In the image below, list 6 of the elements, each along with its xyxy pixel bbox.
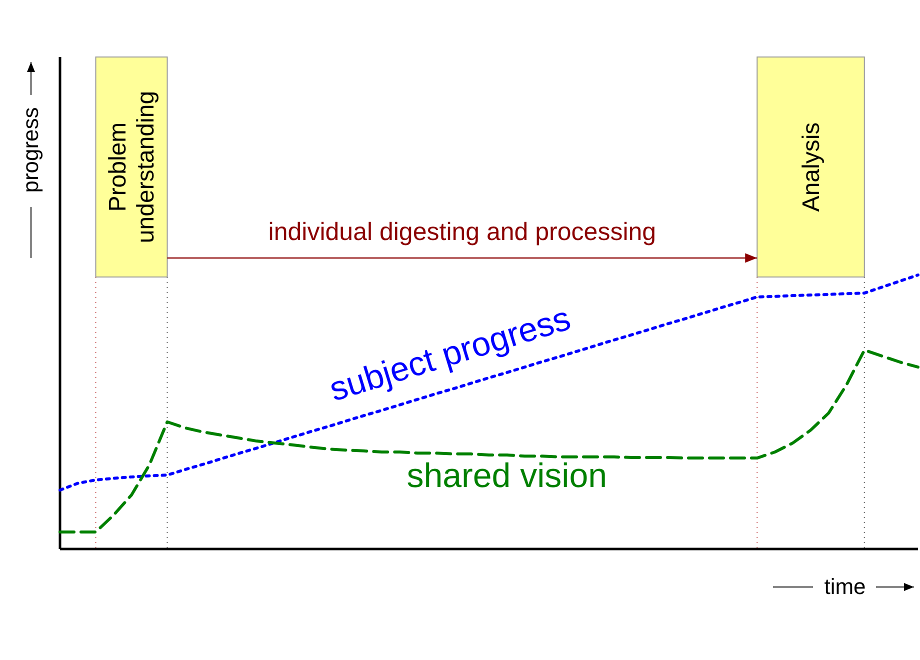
y-axis-title: progress — [18, 107, 43, 193]
series-label: shared vision — [406, 457, 608, 496]
text: individual digesting and processing — [268, 218, 656, 246]
text: Analysis — [798, 122, 825, 212]
x-axis-title: time — [824, 574, 866, 599]
text: Problem understanding — [104, 90, 160, 244]
